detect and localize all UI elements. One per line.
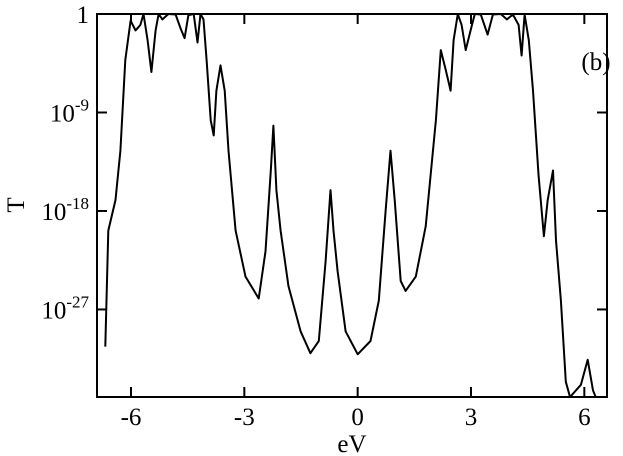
y-tick-exponent: -27 [66,292,89,311]
plot-frame [96,13,608,398]
annotation: (b) [581,49,610,76]
x-axis-label: eV [337,431,366,456]
y-tick-base: 10 [50,100,75,127]
x-tick-label: -3 [234,404,255,431]
y-tick-base: 10 [41,199,66,226]
y-tick-label: 10-27 [41,292,89,324]
y-axis-label: T [3,197,30,212]
y-tick-exponent: -18 [66,194,89,213]
y-tick-label: 10-9 [50,95,89,127]
x-tick-label: 0 [351,404,364,431]
x-tick-label: -6 [121,404,142,431]
x-tick-label: 3 [465,404,478,431]
y-tick-base: 10 [41,297,66,324]
x-tick-label: 6 [578,404,591,431]
y-tick-label: 10-18 [41,194,89,226]
data-line [104,14,597,397]
y-tick-exponent: -9 [75,95,89,114]
y-tick-label: 1 [77,2,90,29]
